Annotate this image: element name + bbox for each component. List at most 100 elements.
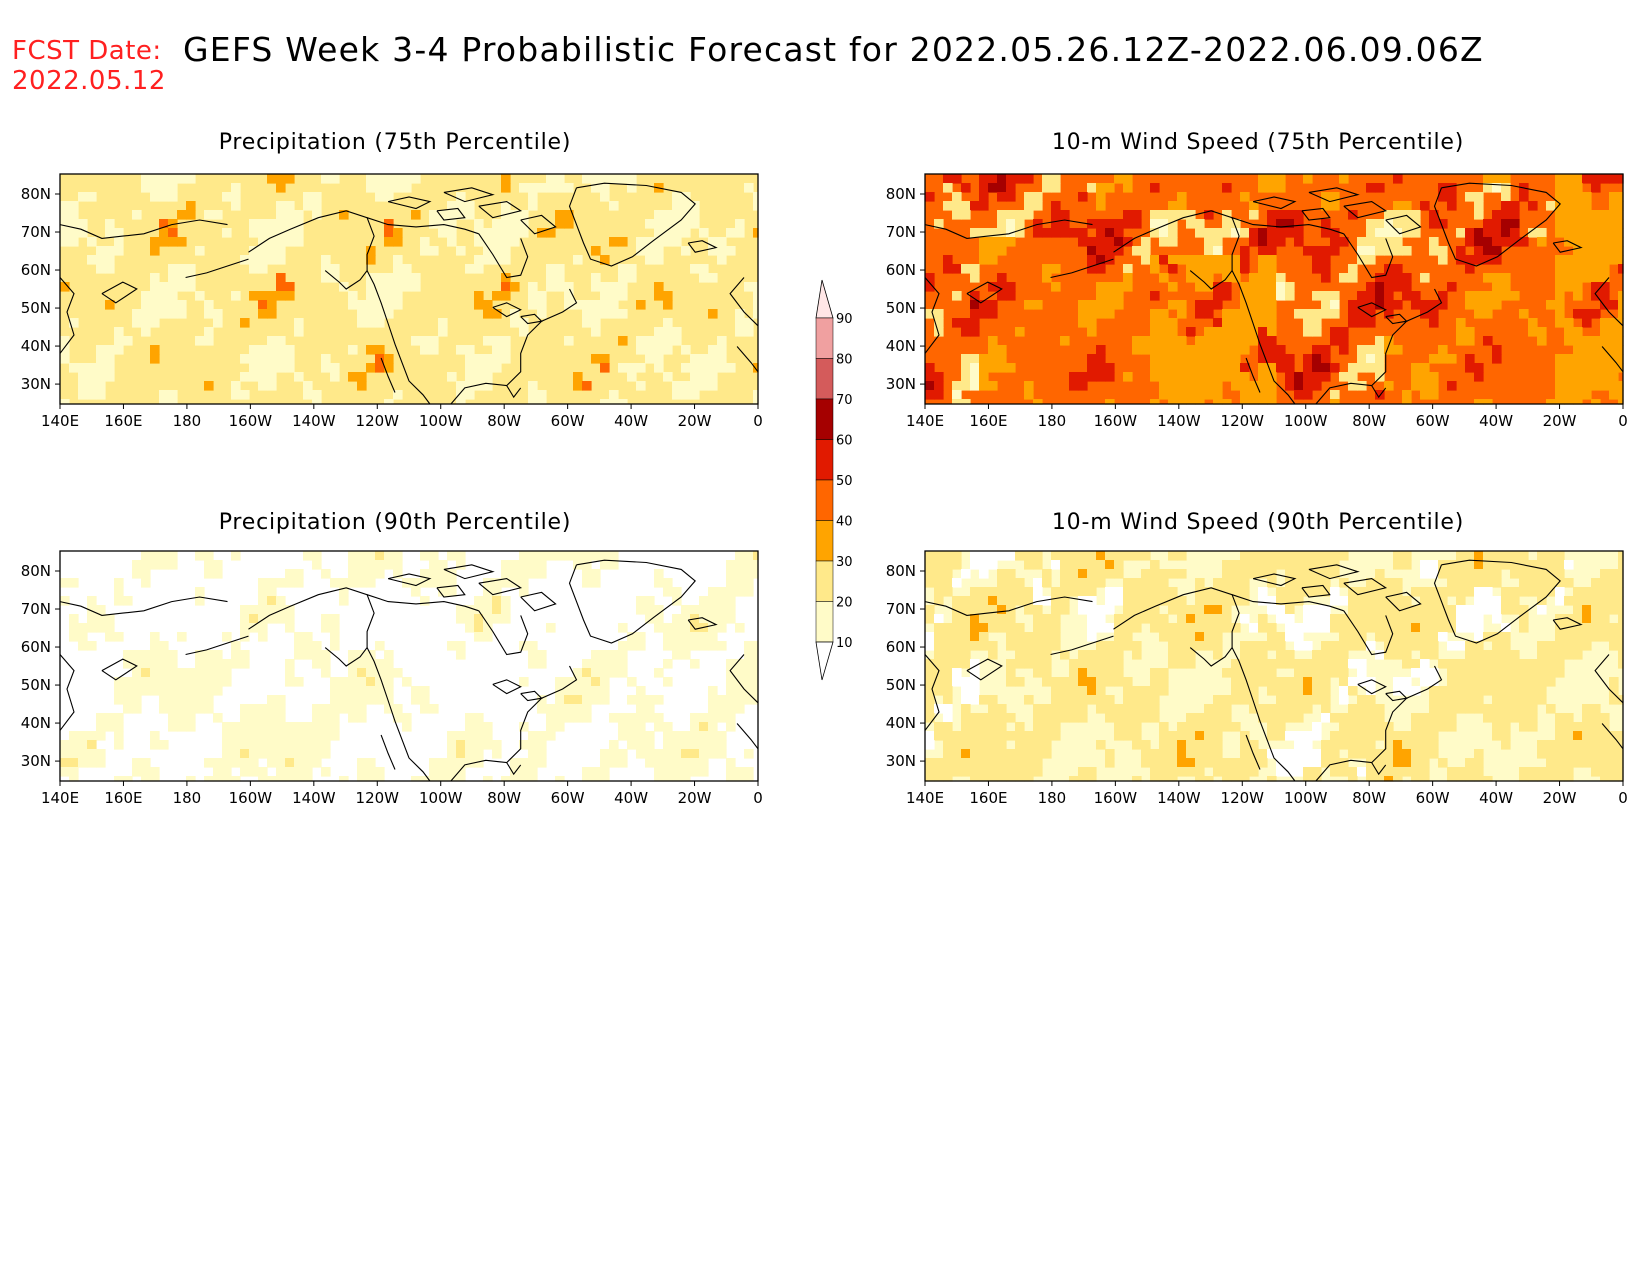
- lon-tick-label: 140E: [41, 789, 79, 807]
- lon-tick-label: 160E: [969, 412, 1007, 430]
- lat-tick-label: 30N: [886, 752, 916, 770]
- lon-tick-label: 160E: [969, 789, 1007, 807]
- lat-tick-label: 80N: [21, 185, 51, 203]
- lat-tick-label: 40N: [886, 337, 916, 355]
- lon-tick-label: 120W: [356, 412, 400, 430]
- panel-title-precip-90: Precipitation (90th Percentile): [218, 510, 572, 535]
- panel-title-wind-90: 10-m Wind Speed (90th Percentile): [1051, 510, 1465, 535]
- lon-tick-label: 40W: [614, 789, 648, 807]
- lon-tick-label: 0: [753, 412, 763, 430]
- coastline-wind-75: [924, 182, 1624, 405]
- colorbar-tick-label: 20: [836, 596, 853, 611]
- colorbar-tick-label: 80: [836, 353, 853, 368]
- lon-tick-label: 160W: [229, 789, 273, 807]
- lon-tick-label: 140W: [292, 412, 336, 430]
- lon-tick-label: 100W: [419, 412, 463, 430]
- lat-tick-label: 60N: [886, 638, 916, 656]
- lon-tick-label: 0: [1618, 412, 1628, 430]
- lon-tick-label: 160W: [229, 412, 273, 430]
- axes-precip-75: 140E 160E 180 160W 140W 120W 100W 80W 60W 40W 20W 0…: [21, 173, 763, 430]
- lat-tick-label: 70N: [21, 600, 51, 618]
- colorbar-segment: [815, 560, 834, 602]
- lon-tick-label: 120W: [1221, 789, 1265, 807]
- lon-tick-label: 40W: [614, 412, 648, 430]
- lat-tick-label: 50N: [886, 299, 916, 317]
- colorbar-bottom-arrow: [815, 641, 834, 681]
- colorbar-segment: [815, 398, 834, 440]
- lat-tick-label: 50N: [886, 676, 916, 694]
- lon-tick-label: 20W: [678, 789, 712, 807]
- lon-tick-label: 0: [753, 789, 763, 807]
- lon-tick-label: 80W: [1352, 789, 1386, 807]
- axes-wind-90: 140E 160E 180 160W 140W 120W 100W 80W 60W 40W 20W 0…: [886, 550, 1628, 807]
- lon-tick-label: 80W: [487, 789, 521, 807]
- coastline-wind-90: [924, 559, 1624, 782]
- panel-title-precip-75: Precipitation (75th Percentile): [218, 130, 572, 155]
- lat-tick-label: 70N: [886, 223, 916, 241]
- lat-tick-label: 80N: [886, 185, 916, 203]
- axes-precip-90: 140E 160E 180 160W 140W 120W 100W 80W 60W 40W 20W 0…: [21, 550, 763, 807]
- lon-tick-label: 20W: [678, 412, 712, 430]
- lon-tick-label: 140E: [41, 412, 79, 430]
- page-title: GEFS Week 3-4 Probabilistic Forecast for…: [183, 30, 1484, 69]
- lon-tick-label: 100W: [1284, 789, 1328, 807]
- lon-tick-label: 20W: [1543, 412, 1577, 430]
- lon-tick-label: 160W: [1094, 789, 1138, 807]
- coastline-precip-90: [59, 559, 759, 782]
- lat-tick-label: 60N: [21, 261, 51, 279]
- lon-tick-label: 160E: [104, 412, 142, 430]
- field-wind-75: [925, 174, 1624, 405]
- lat-tick-label: 70N: [21, 223, 51, 241]
- colorbar-segment: [815, 479, 834, 521]
- lon-tick-label: 20W: [1543, 789, 1577, 807]
- lat-tick-label: 40N: [886, 714, 916, 732]
- lon-tick-label: 140E: [906, 412, 944, 430]
- lon-tick-label: 140W: [1157, 412, 1201, 430]
- lat-tick-label: 60N: [886, 261, 916, 279]
- colorbar-segment: [815, 358, 834, 400]
- lon-tick-label: 140W: [292, 789, 336, 807]
- lon-tick-label: 60W: [1416, 412, 1450, 430]
- axes-wind-75: 140E 160E 180 160W 140W 120W 100W 80W 60W 40W 20W 0…: [886, 173, 1628, 430]
- lon-tick-label: 140W: [1157, 789, 1201, 807]
- lon-tick-label: 180: [1038, 412, 1067, 430]
- lon-tick-label: 100W: [419, 789, 463, 807]
- lon-tick-label: 80W: [1352, 412, 1386, 430]
- forecast-date-label: FCST Date:: [12, 36, 162, 66]
- lat-tick-label: 50N: [21, 676, 51, 694]
- lon-tick-label: 160W: [1094, 412, 1138, 430]
- lat-tick-label: 30N: [21, 375, 51, 393]
- colorbar-tick-label: 50: [836, 474, 853, 489]
- lon-tick-label: 180: [173, 412, 202, 430]
- lat-tick-label: 80N: [886, 562, 916, 580]
- colorbar-segment: [815, 439, 834, 481]
- lon-tick-label: 40W: [1479, 412, 1513, 430]
- forecast-date-value: 2022.05.12: [12, 66, 166, 96]
- lon-tick-label: 60W: [1416, 789, 1450, 807]
- lon-tick-label: 40W: [1479, 789, 1513, 807]
- colorbar: 10 20 30 40 50 60 70 80 90: [815, 279, 853, 681]
- lon-tick-label: 140E: [906, 789, 944, 807]
- coastline-precip-75: [59, 182, 759, 405]
- colorbar-top-arrow: [815, 279, 834, 319]
- field-precip-75: [60, 174, 759, 405]
- lon-tick-label: 120W: [1221, 412, 1265, 430]
- lon-tick-label: 180: [173, 789, 202, 807]
- colorbar-segment: [815, 601, 834, 643]
- colorbar-tick-label: 90: [836, 312, 853, 327]
- lat-tick-label: 70N: [886, 600, 916, 618]
- lat-tick-label: 80N: [21, 562, 51, 580]
- lon-tick-label: 60W: [551, 412, 585, 430]
- field-precip-90: [60, 551, 759, 782]
- colorbar-segment: [815, 520, 834, 562]
- colorbar-tick-label: 10: [836, 636, 853, 651]
- lon-tick-label: 160E: [104, 789, 142, 807]
- colorbar-tick-label: 60: [836, 434, 853, 449]
- panel-title-wind-75: 10-m Wind Speed (75th Percentile): [1051, 130, 1465, 155]
- colorbar-tick-label: 30: [836, 555, 853, 570]
- lat-tick-label: 40N: [21, 337, 51, 355]
- lon-tick-label: 80W: [487, 412, 521, 430]
- lat-tick-label: 50N: [21, 299, 51, 317]
- lon-tick-label: 60W: [551, 789, 585, 807]
